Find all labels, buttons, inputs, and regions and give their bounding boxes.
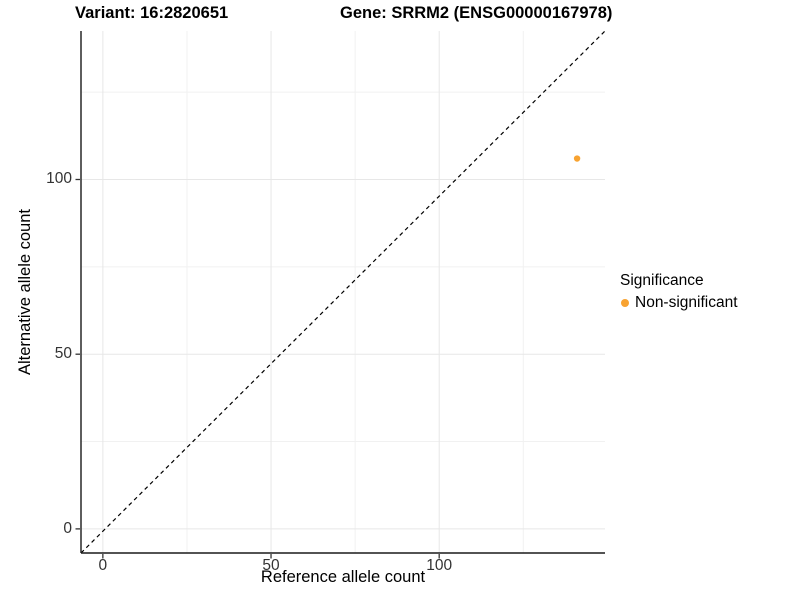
legend-item: Non-significant [620,293,738,312]
y-tick-label: 50 [54,345,72,363]
y-tick-label: 0 [63,519,72,537]
x-axis-title: Reference allele count [260,568,426,586]
identity-reference-line [80,30,606,554]
y-tick-label: 100 [46,170,72,188]
y-axis-title: Alternative allele count [16,209,34,376]
data-point [573,155,581,162]
x-tick-label: 100 [426,557,453,574]
legend-items: Non-significant [620,293,738,312]
x-tick-label: 50 [262,557,280,574]
legend-item-label: Non-significant [635,294,738,311]
x-tick-label: 0 [98,557,108,574]
plot-title-variant: Variant: 16:2820651 [75,4,229,22]
legend: Significance Non-significant [620,271,738,312]
plot-title-gene: Gene: SRRM2 (ENSG00000167978) [340,4,613,22]
legend-key-dot-icon [621,298,629,307]
legend-title: Significance [620,272,704,289]
